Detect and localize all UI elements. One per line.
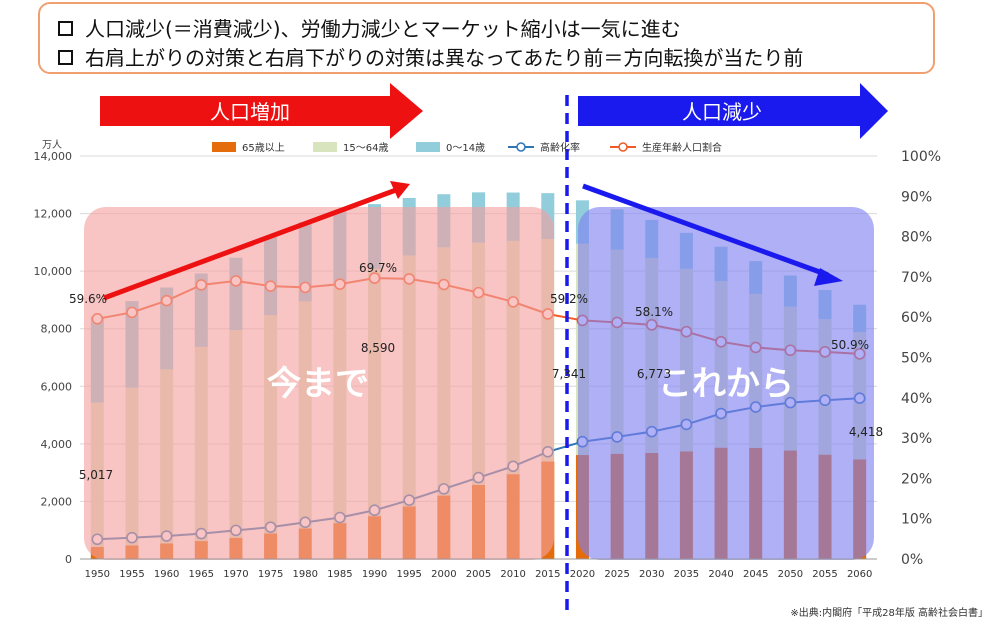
source-note: ※出典:内閣府「平成28年版 高齢社会白書」 [790, 608, 988, 619]
y-tick-label: 6,000 [41, 380, 73, 393]
legend-marker [516, 142, 526, 152]
y-unit-label: 万人 [42, 139, 62, 151]
legend-label: 0〜14歳 [446, 142, 485, 154]
trend-down-arrowhead [814, 268, 843, 286]
x-tick-label: 2010 [500, 569, 525, 580]
x-tick-label: 1970 [223, 569, 248, 580]
y-tick-label: 10,000 [34, 265, 73, 278]
x-tick-label: 2060 [847, 569, 872, 580]
y2-tick-label: 50% [901, 351, 932, 367]
y2-tick-label: 0% [901, 552, 923, 568]
y2-tick-label: 40% [901, 391, 932, 407]
x-tick-label: 1985 [327, 569, 352, 580]
x-tick-label: 2055 [812, 569, 837, 580]
past-overlay [84, 207, 554, 560]
y2-tick-label: 60% [901, 310, 932, 326]
x-tick-label: 2015 [535, 569, 560, 580]
data-label: 59.6% [69, 292, 107, 306]
data-label: 5,017 [79, 468, 113, 482]
data-label: 6,773 [637, 367, 671, 381]
trend-up-arrowhead [390, 181, 410, 199]
decrease-arrow [578, 83, 888, 139]
y-tick-label: 4,000 [41, 438, 73, 451]
x-tick-label: 2035 [674, 569, 699, 580]
y-tick-label: 2,000 [41, 495, 73, 508]
headline-line-1: 人口減少(＝消費減少)、労働力減少とマーケット縮小は一気に進む [58, 13, 681, 42]
x-tick-label: 2030 [639, 569, 664, 580]
x-tick-label: 1955 [119, 569, 144, 580]
legend-swatch [313, 142, 337, 152]
data-label: 4,418 [849, 425, 883, 439]
data-label: 7,341 [552, 367, 586, 381]
x-tick-label: 1975 [258, 569, 283, 580]
data-label: 59.2% [550, 292, 588, 306]
increase-arrow-label: 人口増加 [210, 100, 290, 124]
future-label: これから [658, 364, 794, 404]
trend-down-arrow [582, 183, 829, 278]
checkbox-square-icon [58, 21, 73, 36]
headline-text-1: 人口減少(＝消費減少)、労働力減少とマーケット縮小は一気に進む [85, 17, 681, 41]
x-tick-label: 2045 [743, 569, 768, 580]
y2-tick-label: 80% [901, 230, 932, 246]
y-tick-label: 14,000 [34, 150, 73, 163]
increase-arrow [100, 83, 423, 139]
headline-line-2: 右肩上がりの対策と右肩下がりの対策は異なってあたり前＝方向転換が当たり前 [58, 42, 803, 71]
y-tick-label: 8,000 [41, 323, 73, 336]
y2-tick-label: 100% [901, 149, 941, 165]
x-tick-label: 1965 [189, 569, 214, 580]
axes: 0 2,000 4,000 6,000 8,000 10,000 12,000 14,000万… [34, 139, 942, 580]
x-tick-label: 2020 [570, 569, 595, 580]
legend-marker [618, 142, 628, 152]
data-label: 69.7% [359, 261, 397, 275]
y2-tick-label: 10% [901, 512, 932, 528]
trend-arrows: 人口増加 人口減少 [100, 83, 888, 301]
x-tick-label: 2040 [708, 569, 733, 580]
x-tick-label: 2000 [431, 569, 456, 580]
x-tick-label: 1950 [85, 569, 110, 580]
y2-tick-label: 90% [901, 189, 932, 205]
trend-up-arrow [103, 187, 397, 301]
x-tick-label: 1995 [396, 569, 421, 580]
checkbox-square-icon [58, 50, 73, 65]
past-label: 今まで [267, 364, 369, 404]
x-tick-label: 2050 [778, 569, 803, 580]
y-tick-label: 0 [65, 553, 72, 566]
y2-tick-label: 20% [901, 471, 932, 487]
future-overlay [578, 207, 874, 560]
x-tick-label: 2025 [604, 569, 629, 580]
legend-label: 高齢化率 [540, 141, 580, 154]
y2-tick-label: 70% [901, 270, 932, 286]
legend: 65歳以上 15〜64歳 0〜14歳 高齢化率 生産年齢人口割合 [212, 141, 722, 154]
x-tick-label: 1990 [362, 569, 387, 580]
x-tick-label: 2005 [466, 569, 491, 580]
data-label: 8,590 [361, 341, 395, 355]
decrease-arrow-label: 人口減少 [682, 100, 762, 124]
legend-label: 15〜64歳 [343, 142, 388, 154]
legend-label: 生産年齢人口割合 [642, 141, 722, 154]
y2-tick-label: 30% [901, 431, 932, 447]
annotations: 59.6% 69.7% 59.2% 58.1% 50.9% 8,590 7,341 6,773… [69, 261, 883, 482]
legend-swatch [212, 142, 236, 152]
y-tick-label: 12,000 [34, 208, 73, 221]
legend-label: 65歳以上 [242, 142, 285, 154]
x-tick-label: 1980 [293, 569, 318, 580]
legend-swatch [416, 142, 440, 152]
x-tick-label: 1960 [154, 569, 179, 580]
headline-box: 人口減少(＝消費減少)、労働力減少とマーケット縮小は一気に進む 右肩上がりの対策… [38, 2, 935, 74]
data-label: 50.9% [831, 338, 869, 352]
data-label: 58.1% [635, 305, 673, 319]
overlays: 今まで これから [84, 95, 874, 612]
headline-text-2: 右肩上がりの対策と右肩下がりの対策は異なってあたり前＝方向転換が当たり前 [85, 46, 804, 70]
